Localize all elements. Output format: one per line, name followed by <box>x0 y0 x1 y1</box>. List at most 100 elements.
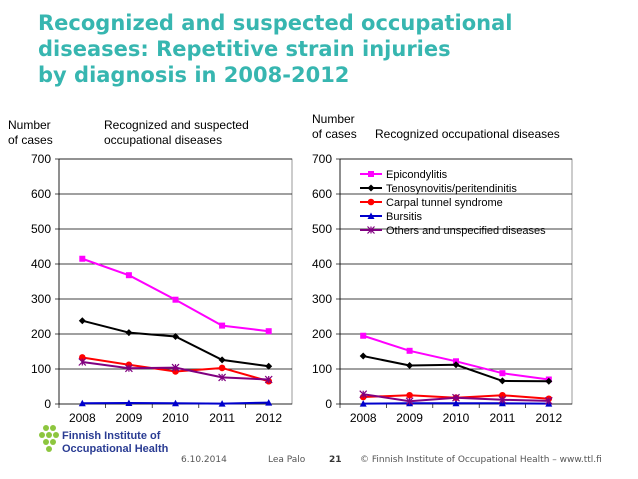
right-chart-x-tick-label-2010: 2010 <box>443 411 470 425</box>
right-chart-series-tenosynovitis-peritendinitis <box>359 352 553 385</box>
left-y-axis-label-line-2: of cases <box>8 133 53 147</box>
left-chart-y-tick-label-400: 400 <box>31 257 51 271</box>
left-chart-series-epicondylitis-point-2011 <box>219 322 226 329</box>
left-chart-series-others-and-unspecified-diseases-point-2011 <box>218 373 227 382</box>
left-chart-x-tick-label-2008: 2008 <box>69 411 96 425</box>
left-chart-series-bursitis-point-2012 <box>265 399 273 406</box>
right-chart-y-tick-label-200: 200 <box>312 327 332 341</box>
right-chart-legend-epicondylitis-label: Epicondylitis <box>386 169 448 181</box>
left-chart-y-tick-label-100: 100 <box>31 362 51 376</box>
left-y-axis-label: Number of cases <box>8 118 53 148</box>
left-chart-subtitle: Recognized and suspected occupational di… <box>104 118 249 148</box>
left-chart-series-bursitis-point-2010 <box>172 399 179 407</box>
right-chart-series-tenosynovitis-peritendinitis-point-2012 <box>545 377 553 385</box>
left-line-chart: 0 100 200 300 400 500 600 700 2008 2009 2010 2011 20… <box>31 152 293 425</box>
left-chart-x-tick-label-2009: 2009 <box>116 411 143 425</box>
left-chart-series-epicondylitis <box>79 255 272 335</box>
right-chart-series-tenosynovitis-peritendinitis-point-2011 <box>498 377 506 385</box>
left-chart-series-epicondylitis-point-2012 <box>265 328 272 335</box>
left-chart-series-bursitis-point-2008 <box>78 399 86 407</box>
left-y-axis-label-line-1: Number <box>8 118 51 132</box>
title-line-1: Recognized and suspected occupational <box>38 11 513 35</box>
right-chart-legend-tenosynovitis-peritendinitis-marker <box>367 184 375 192</box>
fioh-logo-icon <box>39 425 59 452</box>
right-chart-subtitle: Recognized occupational diseases <box>375 127 560 141</box>
right-y-axis-label-line-1: Number <box>312 112 355 126</box>
right-chart-series-epicondylitis-point-2009 <box>406 347 413 354</box>
right-chart-x-tick-label-2012: 2012 <box>535 411 562 425</box>
right-chart-series-others-and-unspecified-diseases-point-2009 <box>405 397 414 406</box>
right-chart-series-others-and-unspecified-diseases-point-2010 <box>452 393 460 402</box>
right-chart-series-epicondylitis-line <box>362 334 549 381</box>
right-chart-legend-others-and-unspecified-diseases-marker <box>367 226 375 234</box>
left-chart-series-carpal-tunnel-syndrome-point-2011 <box>218 364 226 372</box>
right-chart-series-carpal-tunnel-syndrome-point-2009 <box>406 391 413 399</box>
left-chart-series-carpal-tunnel-syndrome-point-2008 <box>79 354 86 361</box>
footer-date: 6.10.2014 <box>181 455 227 465</box>
right-chart-series-tenosynovitis-peritendinitis-point-2008 <box>359 352 367 360</box>
left-chart-series-tenosynovitis-peritendinitis-point-2008 <box>78 317 86 325</box>
left-chart-y-tick-label-700: 700 <box>31 152 51 166</box>
right-chart-legend-carpal-tunnel-syndrome-marker <box>367 198 375 206</box>
right-chart-x-tick-label-2009: 2009 <box>396 411 423 425</box>
left-chart-series-tenosynovitis-peritendinitis-point-2011 <box>218 356 226 364</box>
left-chart-x-tick-label-2010: 2010 <box>162 411 189 425</box>
right-chart-series-others-and-unspecified-diseases <box>359 390 553 406</box>
left-chart-series-tenosynovitis-peritendinitis-point-2010 <box>172 332 179 340</box>
left-chart-series-bursitis <box>78 399 273 407</box>
footer-page-number: 21 <box>329 455 342 465</box>
left-chart-series-others-and-unspecified-diseases <box>78 358 273 384</box>
right-chart-series-carpal-tunnel-syndrome-point-2011 <box>499 391 506 399</box>
left-chart-y-tick-label-200: 200 <box>31 327 51 341</box>
right-chart-series-bursitis-point-2008 <box>359 400 367 407</box>
right-chart-x-tick-label-2008: 2008 <box>350 411 377 425</box>
slide-title: Recognized and suspected occupational di… <box>38 10 598 88</box>
left-chart-series-tenosynovitis-peritendinitis <box>78 317 273 370</box>
right-chart-y-tick-label-500: 500 <box>312 222 332 236</box>
left-chart-series-bursitis-point-2009 <box>125 399 133 406</box>
left-chart-series-epicondylitis-point-2008 <box>79 255 86 262</box>
left-chart-x-tick-label-2011: 2011 <box>209 411 235 425</box>
right-chart-series-bursitis-point-2010 <box>452 399 460 407</box>
left-chart-series-tenosynovitis-peritendinitis-point-2012 <box>265 362 273 370</box>
right-chart-y-tick-label-300: 300 <box>312 292 332 306</box>
footer-author: Lea Palo <box>268 455 306 465</box>
left-chart-series-tenosynovitis-peritendinitis-point-2009 <box>125 329 133 337</box>
footer-copyright: © Finnish Institute of Occupational Heal… <box>360 455 602 465</box>
right-chart-y-tick-label-0: 0 <box>325 397 332 411</box>
left-chart-y-tick-label-600: 600 <box>31 187 51 201</box>
right-chart-legend-others-and-unspecified-diseases-label: Others and unspecified diseases <box>386 225 546 237</box>
left-chart-y-tick-label-500: 500 <box>31 222 51 236</box>
right-chart-series-epicondylitis-point-2011 <box>499 370 506 377</box>
right-chart-legend-bursitis-label: Bursitis <box>386 211 423 223</box>
right-chart-legend-tenosynovitis-peritendinitis-label: Tenosynovitis/peritendinitis <box>386 183 517 195</box>
right-chart-legend-carpal-tunnel-syndrome-label: Carpal tunnel syndrome <box>386 197 503 209</box>
right-chart-series-others-and-unspecified-diseases-point-2012 <box>544 396 553 405</box>
right-chart-y-tick-label-400: 400 <box>312 257 332 271</box>
left-chart-series-others-and-unspecified-diseases-point-2012 <box>264 375 273 384</box>
right-chart-series-others-and-unspecified-diseases-point-2011 <box>498 395 507 404</box>
title-line-2: diseases: Repetitive strain injuries <box>38 37 451 61</box>
left-chart-series-others-and-unspecified-diseases-point-2009 <box>124 364 133 373</box>
logo-line-1: Finnish Institute of <box>62 430 161 442</box>
right-chart-x-tick-label-2011: 2011 <box>489 411 515 425</box>
right-line-chart: 0 100 200 300 400 500 600 700 2008 2009 2010 2011 20… <box>312 152 573 425</box>
right-chart-y-tick-label-600: 600 <box>312 187 332 201</box>
right-chart-legend: Epicondylitis Tenosynovitis/peritendiniti… <box>360 169 546 237</box>
right-y-axis-label: Number of cases <box>312 112 357 142</box>
left-chart-subtitle-line-2: occupational diseases <box>104 133 223 147</box>
left-chart-series-others-and-unspecified-diseases-point-2008 <box>78 358 87 366</box>
right-chart-y-tick-label-100: 100 <box>312 362 332 376</box>
right-chart-y-tick-label-700: 700 <box>312 152 332 166</box>
right-y-axis-label-line-2: of cases <box>312 127 357 141</box>
right-chart-series-tenosynovitis-peritendinitis-point-2009 <box>406 362 414 369</box>
left-chart-series-bursitis-point-2011 <box>218 400 226 407</box>
left-chart-series-epicondylitis-point-2009 <box>125 272 132 279</box>
right-chart-legend-epicondylitis-marker <box>368 171 374 177</box>
left-chart-series-epicondylitis-point-2010 <box>172 296 179 303</box>
left-chart-series-others-and-unspecified-diseases-point-2010 <box>171 363 180 372</box>
left-chart-y-tick-label-300: 300 <box>31 292 51 306</box>
right-chart-series-others-and-unspecified-diseases-point-2008 <box>359 390 368 399</box>
left-chart-x-tick-label-2012: 2012 <box>255 411 282 425</box>
right-chart-series-epicondylitis <box>360 332 552 383</box>
